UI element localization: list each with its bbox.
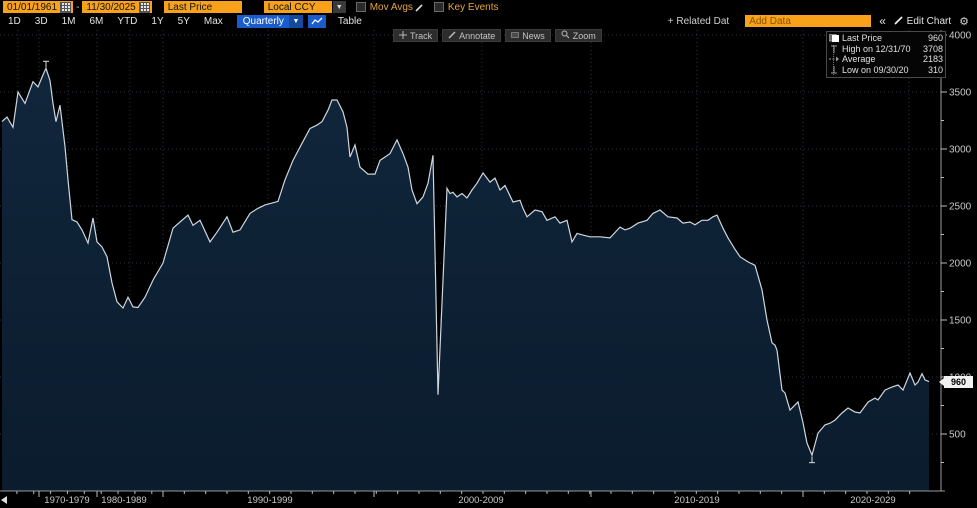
range-tab-max[interactable]: Max: [203, 15, 223, 27]
legend-label: High on 12/31/70: [842, 43, 911, 54]
annotate-button[interactable]: Annotate: [442, 29, 502, 42]
legend-value: 2183: [922, 54, 943, 65]
x-axis-ticks: [16, 491, 911, 497]
legend-value: 310: [927, 64, 943, 75]
news-icon: [511, 31, 520, 41]
legend-value: 960: [927, 33, 943, 44]
edit-chart-button[interactable]: Edit Chart: [894, 15, 951, 27]
line-chart-icon: [311, 17, 323, 24]
currency-selector[interactable]: Local CCY: [263, 1, 332, 13]
pencil-icon[interactable]: [415, 3, 424, 12]
legend-label: Low on 09/30/20: [842, 64, 909, 75]
svg-text:1500: 1500: [949, 316, 972, 327]
track-button[interactable]: Track: [393, 29, 439, 42]
svg-text:2000: 2000: [949, 259, 972, 270]
svg-text:3500: 3500: [949, 88, 972, 99]
chart-range-toolbar: 1D 3D 1M 6M YTD 1Y 5Y Max Quarterly ▼ Table + R…: [0, 14, 977, 28]
legend-item-high[interactable]: High on 12/31/70 3708: [829, 44, 943, 55]
high-marker-icon: [829, 44, 842, 54]
zoom-icon: [561, 30, 570, 41]
range-tab-3d[interactable]: 3D: [34, 15, 48, 27]
avg-marker-icon: [829, 54, 842, 64]
chevron-down-icon[interactable]: ▼: [332, 1, 346, 13]
svg-text:3000: 3000: [949, 145, 972, 156]
range-tabs: 1D 3D 1M 6M YTD 1Y 5Y Max: [8, 16, 237, 27]
legend-marker-connector: [833, 45, 834, 75]
legend-item-avg[interactable]: Average 2183: [829, 54, 943, 65]
range-tab-1m[interactable]: 1M: [61, 15, 76, 27]
svg-text:1970-1979: 1970-1979: [44, 495, 89, 506]
end-date-field[interactable]: 11/30/2025: [82, 1, 152, 13]
range-tab-6m[interactable]: 6M: [89, 15, 104, 27]
badge-arrow-icon: [939, 378, 944, 386]
zoom-button[interactable]: Zoom: [554, 29, 602, 42]
y-axis-ticks: [941, 34, 947, 463]
low-marker-icon: [829, 65, 842, 75]
end-date-value: 11/30/2025: [86, 1, 136, 13]
range-tab-5y[interactable]: 5Y: [177, 15, 190, 27]
collapse-panel-button[interactable]: «: [879, 14, 886, 28]
legend-item-square[interactable]: Last Price 960: [829, 33, 943, 44]
square-marker-icon: [829, 33, 842, 43]
news-button[interactable]: News: [505, 29, 551, 42]
table-button[interactable]: Table: [337, 15, 362, 27]
start-date-field[interactable]: 01/01/1961: [3, 1, 74, 13]
range-tab-ytd[interactable]: YTD: [117, 15, 138, 27]
legend-item-low[interactable]: Low on 09/30/20 310: [829, 65, 943, 76]
legend-label: Average: [842, 54, 876, 65]
price-line: [1, 66, 930, 457]
chart-tool-buttons: Track Annotate News Zoom: [393, 29, 602, 42]
chevron-down-icon: ▼: [288, 14, 303, 28]
gear-icon[interactable]: ⚙: [959, 15, 969, 28]
checkbox-icon: [355, 2, 366, 12]
panel-arrow-icon[interactable]: [1, 496, 7, 504]
range-tab-1d[interactable]: 1D: [8, 15, 21, 27]
last-price-axis-badge: 960: [939, 376, 973, 388]
range-tab-1y[interactable]: 1Y: [151, 15, 164, 27]
add-data-input[interactable]: Add Data: [745, 15, 872, 27]
checkbox-icon: [433, 2, 444, 12]
axes: [0, 30, 945, 492]
legend-label: Last Price: [842, 33, 883, 44]
svg-text:1980-1989: 1980-1989: [101, 495, 146, 506]
date-separator: -: [76, 1, 80, 13]
legend-value: 3708: [922, 43, 943, 54]
track-icon: [399, 30, 407, 41]
svg-text:500: 500: [949, 430, 966, 441]
x-axis-labels: 1970-1979 1980-1989 1990-1999 2000-2009 2010…: [44, 495, 895, 506]
mov-avgs-checkbox[interactable]: Mov Avgs: [355, 2, 424, 13]
calendar-icon[interactable]: [138, 1, 150, 13]
svg-text:1990-1999: 1990-1999: [247, 495, 292, 506]
svg-text:2010-2019: 2010-2019: [674, 495, 719, 506]
chart-settings-toolbar: 01/01/1961 - 11/30/2025 Last Price Local…: [0, 0, 977, 14]
high-low-markers: [43, 60, 815, 464]
area-series-fill: [2, 68, 929, 492]
svg-text:4000: 4000: [949, 31, 972, 42]
related-data-button[interactable]: + Related Dat: [667, 15, 730, 27]
periodicity-dropdown[interactable]: Quarterly ▼: [236, 14, 303, 28]
pencil-icon: [894, 16, 903, 25]
key-events-checkbox[interactable]: Key Events: [433, 2, 498, 13]
chart-type-button[interactable]: [307, 14, 326, 28]
last-price-value: 960: [950, 377, 967, 387]
annotate-icon: [448, 30, 456, 41]
svg-text:2500: 2500: [949, 202, 972, 213]
svg-text:2020-2029: 2020-2029: [850, 495, 895, 506]
svg-text:2000-2009: 2000-2009: [458, 495, 503, 506]
calendar-icon[interactable]: [60, 1, 72, 13]
price-field-selector[interactable]: Last Price: [163, 1, 242, 13]
chart-legend: Last Price 960 High on 12/31/70 3708 Average…: [826, 31, 946, 78]
start-date-value: 01/01/1961: [7, 1, 58, 13]
